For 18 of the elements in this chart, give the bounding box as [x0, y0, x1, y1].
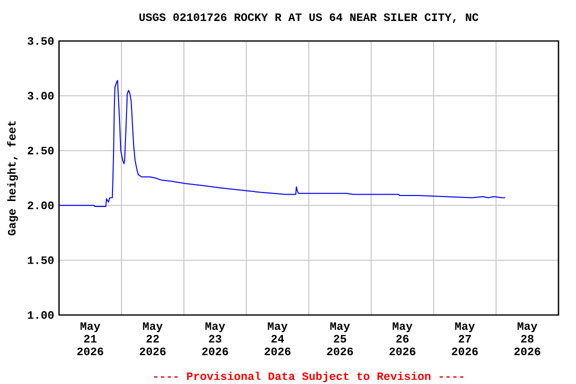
x-tick-label: May 24 2026 — [264, 322, 290, 356]
x-tick-label: May 22 2026 — [140, 322, 166, 356]
y-tick-label: 2.00 — [28, 202, 54, 210]
y-tick-label: 2.50 — [28, 146, 54, 154]
y-tick-label: 3.50 — [28, 37, 54, 45]
y-tick-label: 1.00 — [28, 311, 54, 319]
x-tick-label: May 21 2026 — [77, 322, 104, 356]
x-tick-label: May 27 2026 — [452, 322, 478, 356]
y-tick-label: 1.50 — [28, 256, 54, 264]
x-tick-label: May 26 2026 — [389, 322, 416, 356]
line-series — [58, 80, 506, 207]
chart-title: USGS 02101726 ROCKY R AT US 64 NEAR SILER CITY, NC — [139, 13, 478, 23]
x-tick-label: May 25 2026 — [327, 322, 353, 356]
y-tick-label: 3.00 — [28, 92, 54, 100]
y-axis-title: Gage height, feet — [7, 121, 18, 236]
x-tick-label: May 23 2026 — [202, 322, 228, 356]
text: ---- Provisional Data Subject to Revision ---- — [154, 372, 464, 382]
x-tick-label: May 28 2026 — [514, 322, 540, 356]
